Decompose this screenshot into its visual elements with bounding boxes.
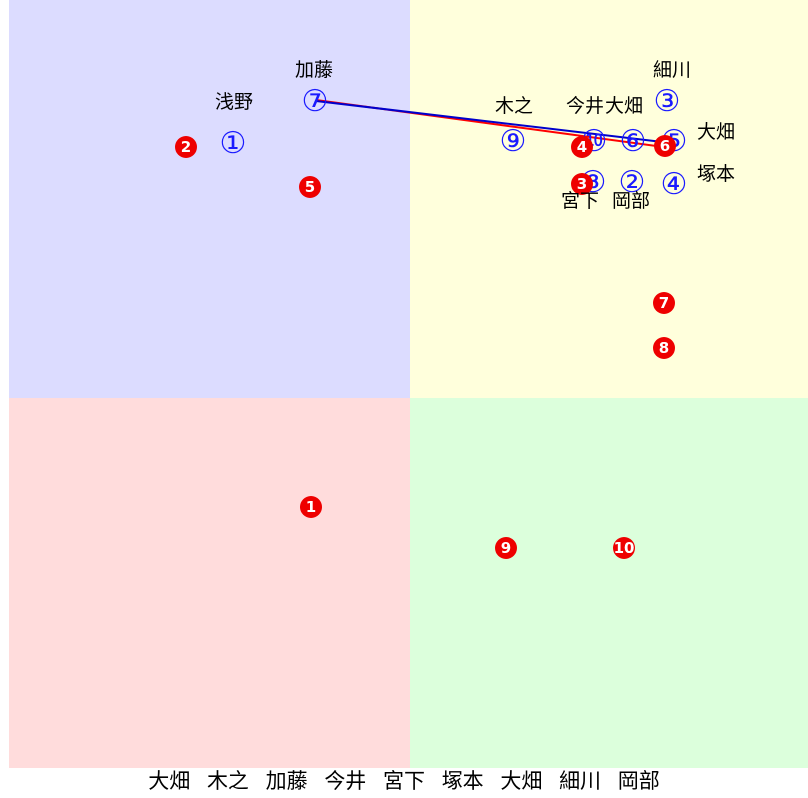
blue-marker: ⑨ — [500, 124, 527, 159]
marker-label: 細川 — [653, 59, 691, 81]
blue-marker: ② — [619, 165, 646, 200]
red-marker: 9 — [495, 537, 517, 559]
quadrant-top-left — [9, 0, 410, 398]
quadrant-bottom-right — [410, 398, 808, 768]
connector-line — [315, 100, 672, 144]
marker-label: 木之 — [495, 95, 533, 117]
marker-label: 加藤 — [295, 59, 333, 81]
red-marker-number: 10 — [614, 539, 635, 557]
quadrant-top-right — [410, 0, 808, 398]
red-marker: 8 — [653, 337, 675, 359]
red-marker-disc — [571, 173, 593, 195]
footer-name: 大畑 — [148, 769, 190, 793]
red-markers: 1 2 3 4 5 6 7 8 9 10 — [175, 135, 676, 559]
blue-marker: ④ — [661, 167, 688, 202]
blue-marker: ⑦ — [302, 84, 329, 119]
red-marker-disc — [653, 337, 675, 359]
marker-label: 大畑 — [605, 95, 643, 117]
marker-label: 塚本 — [697, 163, 735, 185]
footer-name: 宮下 — [383, 769, 425, 793]
red-marker: 5 — [299, 176, 321, 198]
marker-label: 宮下 — [561, 190, 599, 212]
red-marker-number: 9 — [501, 539, 511, 557]
red-marker-disc — [300, 496, 322, 518]
red-marker: 7 — [653, 292, 675, 314]
quadrant-bottom-left — [9, 398, 410, 768]
marker-label: 浅野 — [215, 91, 253, 113]
footer-names: 大畑 木之 加藤 今井 宮下 塚本 大畑 細川 岡部 — [148, 769, 660, 793]
red-marker-number: 1 — [306, 498, 316, 516]
footer-name: 加藤 — [266, 769, 308, 793]
red-marker-disc — [299, 176, 321, 198]
red-marker: 10 — [613, 537, 635, 559]
footer-name: 塚本 — [442, 769, 484, 793]
red-marker-disc — [571, 136, 593, 158]
red-marker-number: 4 — [577, 138, 587, 156]
red-marker: 2 — [175, 136, 197, 158]
footer-name: 大畑 — [500, 769, 542, 793]
red-marker-number: 6 — [660, 137, 670, 155]
red-marker: 6 — [654, 135, 676, 157]
footer-name: 木之 — [207, 769, 249, 793]
red-marker-disc — [613, 537, 635, 559]
marker-label: 大畑 — [697, 121, 735, 143]
red-marker-disc — [653, 292, 675, 314]
lines-layer — [315, 99, 672, 149]
red-marker-number: 7 — [659, 294, 669, 312]
marker-label: 岡部 — [612, 190, 650, 212]
blue-marker: ① — [220, 126, 247, 161]
red-marker-number: 8 — [659, 339, 669, 357]
footer-name: 岡部 — [618, 769, 660, 793]
blue-marker: ③ — [654, 84, 681, 119]
marker-label: 今井 — [566, 95, 604, 117]
footer-name: 今井 — [324, 769, 366, 793]
red-marker-disc — [654, 135, 676, 157]
red-marker-number: 2 — [181, 138, 191, 156]
red-marker-number: 3 — [577, 175, 587, 193]
footer-name: 細川 — [559, 769, 601, 793]
red-marker: 3 — [571, 173, 593, 195]
red-marker: 4 — [571, 136, 593, 158]
red-marker-number: 5 — [305, 178, 315, 196]
red-marker-disc — [175, 136, 197, 158]
red-marker: 1 — [300, 496, 322, 518]
blue-marker: ⑥ — [620, 124, 647, 159]
red-marker-disc — [495, 537, 517, 559]
